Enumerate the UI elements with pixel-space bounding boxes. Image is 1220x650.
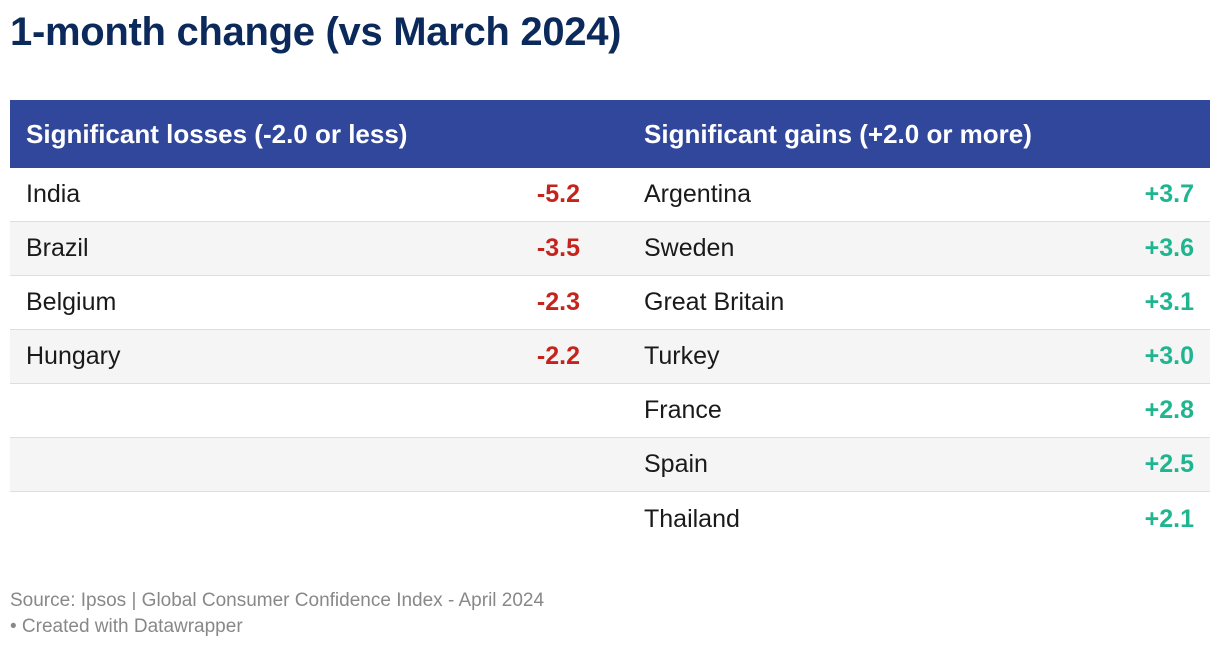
loss-country: India: [26, 180, 81, 208]
loss-cell: India -5.2: [10, 180, 628, 209]
gain-cell: Thailand +2.1: [628, 505, 1210, 534]
gain-cell: Turkey +3.0: [628, 342, 1210, 371]
source-note: Source: Ipsos | Global Consumer Confiden…: [10, 590, 545, 611]
chart-title: 1-month change (vs March 2024): [10, 10, 622, 54]
table-row: Spain +2.5: [10, 438, 1210, 492]
gain-cell: Spain +2.5: [628, 450, 1210, 479]
gain-country: Spain: [644, 450, 708, 478]
datawrapper-credit[interactable]: • Created with Datawrapper: [10, 616, 243, 637]
gain-country: Argentina: [644, 180, 752, 208]
gain-country: Turkey: [644, 342, 720, 370]
loss-cell: Belgium -2.3: [10, 288, 628, 317]
gain-value: +2.5: [1144, 450, 1194, 478]
loss-value: -2.3: [536, 288, 580, 316]
gain-cell: Sweden +3.6: [628, 234, 1210, 263]
loss-country: Belgium: [26, 288, 117, 316]
gain-cell: France +2.8: [628, 396, 1210, 425]
change-table: Significant losses (-2.0 or less) Signif…: [10, 100, 1210, 546]
loss-value: -3.5: [536, 234, 580, 262]
table-row: Belgium -2.3 Great Britain +3.1: [10, 276, 1210, 330]
gain-country: France: [644, 396, 722, 424]
gain-cell: Great Britain +3.1: [628, 288, 1210, 317]
footer: Source: Ipsos | Global Consumer Confiden…: [10, 588, 544, 640]
table-row: Brazil -3.5 Sweden +3.6: [10, 222, 1210, 276]
loss-country: Hungary: [26, 342, 121, 370]
gain-country: Thailand: [644, 504, 740, 533]
loss-value: -5.2: [536, 180, 580, 208]
gain-country: Great Britain: [644, 288, 785, 316]
loss-cell: Hungary -2.2: [10, 342, 628, 371]
gain-value: +3.0: [1144, 342, 1194, 370]
gain-value: +3.1: [1144, 288, 1194, 316]
gain-value: +3.7: [1144, 180, 1194, 208]
gain-value: +3.6: [1144, 234, 1194, 262]
table-row: Hungary -2.2 Turkey +3.0: [10, 330, 1210, 384]
table-row: India -5.2 Argentina +3.7: [10, 168, 1210, 222]
table-row: Thailand +2.1: [10, 492, 1210, 546]
gains-column-header: Significant gains (+2.0 or more): [644, 118, 1032, 149]
gain-cell: Argentina +3.7: [628, 180, 1210, 209]
gain-value: +2.8: [1144, 396, 1194, 424]
table-header: Significant losses (-2.0 or less) Signif…: [10, 100, 1210, 168]
gain-value: +2.1: [1144, 504, 1194, 533]
loss-cell: Brazil -3.5: [10, 234, 628, 263]
losses-column-header: Significant losses (-2.0 or less): [26, 118, 408, 149]
loss-value: -2.2: [536, 342, 580, 370]
table-row: France +2.8: [10, 384, 1210, 438]
gain-country: Sweden: [644, 234, 735, 262]
loss-country: Brazil: [26, 234, 89, 262]
